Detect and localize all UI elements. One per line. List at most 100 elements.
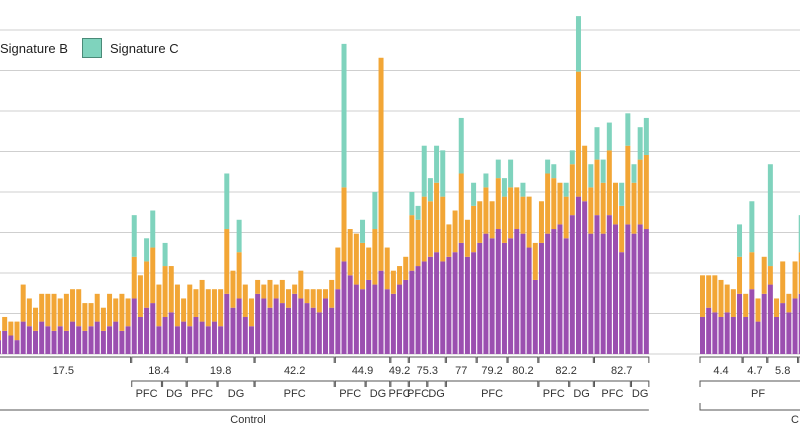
bar-segment-signature-b xyxy=(409,215,415,271)
bar-segment-signature-b xyxy=(440,196,446,262)
bar-segment-signature-c xyxy=(594,127,600,160)
bar-segment-signature-a xyxy=(298,298,304,354)
subgroup-value-label: 49.2 xyxy=(389,365,410,377)
bar-segment-signature-a xyxy=(409,270,415,354)
region-label: DG xyxy=(428,388,445,400)
bar-segment-signature-b xyxy=(0,330,1,341)
bar-segment-signature-a xyxy=(292,293,298,354)
region-bracket xyxy=(162,380,187,387)
subgroup-bracket xyxy=(507,356,539,363)
subgroup-bracket xyxy=(408,356,446,363)
bar-segment-signature-a xyxy=(643,229,649,354)
bar-segment-signature-b xyxy=(737,256,743,294)
bar-segment-signature-b xyxy=(637,159,643,225)
bar-segment-signature-b xyxy=(248,298,254,327)
bar-segment-signature-c xyxy=(341,43,347,188)
bar-segment-signature-c xyxy=(508,159,514,188)
bar-segment-signature-a xyxy=(440,261,446,354)
bar-segment-signature-a xyxy=(551,229,557,354)
subgroup-bracket xyxy=(476,356,508,363)
bar-segment-signature-b xyxy=(45,293,51,327)
region-bracket xyxy=(365,380,391,387)
bar-segment-signature-a xyxy=(569,215,575,354)
bar-segment-signature-a xyxy=(94,321,100,354)
bar-segment-signature-b xyxy=(551,178,557,230)
subgroup-value-label: 4.7 xyxy=(747,365,762,377)
bar-segment-signature-a xyxy=(20,321,26,354)
legend-swatch-signature-c xyxy=(81,38,102,58)
bar-segment-signature-a xyxy=(144,307,150,354)
bar-segment-signature-b xyxy=(181,298,187,322)
bar-segment-signature-b xyxy=(563,196,569,239)
bar-segment-signature-a xyxy=(737,293,743,354)
bar-segment-signature-b xyxy=(520,196,526,234)
subgroup-value-label: 4.4 xyxy=(713,365,728,377)
bar-segment-signature-b xyxy=(403,256,409,280)
region-label: DG xyxy=(228,388,245,400)
bar-segment-signature-c xyxy=(501,178,507,197)
bar-segment-signature-b xyxy=(125,298,131,327)
bar-segment-signature-a xyxy=(26,326,32,354)
region-label: PFC xyxy=(389,388,411,400)
bar-segment-signature-a xyxy=(39,321,45,354)
bar-segment-signature-a xyxy=(107,326,113,354)
bar-segment-signature-b xyxy=(255,279,261,294)
bar-segment-signature-a xyxy=(384,289,390,354)
subgroup-bracket xyxy=(699,356,743,363)
bar-segment-signature-a xyxy=(477,242,483,354)
bar-segment-signature-b xyxy=(39,293,45,322)
bar-segment-signature-b xyxy=(323,289,329,299)
bar-segment-signature-a xyxy=(119,330,125,354)
bar-segment-signature-b xyxy=(174,284,180,327)
bar-segment-signature-a xyxy=(792,298,798,354)
bar-segment-signature-a xyxy=(218,326,224,354)
bar-segment-signature-a xyxy=(341,261,347,354)
bar-segment-signature-a xyxy=(45,326,51,354)
bar-segment-signature-a xyxy=(755,321,761,354)
bar-segment-signature-c xyxy=(545,159,551,174)
legend-item-signature-c: Signature C xyxy=(81,38,179,58)
bar-segment-signature-a xyxy=(761,293,767,354)
bar-segment-signature-b xyxy=(378,57,384,271)
bar-segment-signature-c xyxy=(409,192,415,216)
bar-segment-signature-b xyxy=(575,71,581,197)
bar-segment-signature-c xyxy=(144,238,150,262)
bar-segment-signature-b xyxy=(304,289,310,304)
region-bracket xyxy=(631,380,650,387)
bar-segment-signature-a xyxy=(187,326,193,354)
region-label: PFC xyxy=(481,388,503,400)
bar-segment-signature-b xyxy=(187,284,193,327)
bar-segment-signature-a xyxy=(162,316,168,354)
bar-segment-signature-b xyxy=(211,289,217,322)
bar-segment-signature-a xyxy=(360,289,366,354)
bar-segment-signature-b xyxy=(557,182,563,225)
bar-segment-signature-a xyxy=(205,326,211,354)
bar-segment-signature-a xyxy=(501,242,507,354)
region-label: DG xyxy=(370,388,387,400)
region-label: DG xyxy=(573,388,590,400)
bar-segment-signature-b xyxy=(347,229,353,276)
bar-segment-signature-b xyxy=(119,293,125,331)
subgroup-bracket xyxy=(445,356,477,363)
bar-segment-signature-b xyxy=(545,173,551,234)
condition-label: C xyxy=(791,414,799,426)
bar-segment-signature-b xyxy=(341,187,347,262)
bar-segment-signature-b xyxy=(718,279,724,317)
bar-segment-signature-b xyxy=(316,289,322,313)
bar-segment-signature-b xyxy=(329,279,335,308)
region-label: PFC xyxy=(543,388,565,400)
bar-segment-signature-b xyxy=(384,247,390,290)
bar-segment-signature-c xyxy=(631,164,637,183)
bar-segment-signature-b xyxy=(51,293,57,331)
bar-segment-signature-b xyxy=(88,303,94,327)
bar-segment-signature-c xyxy=(520,182,526,197)
bar-segment-signature-a xyxy=(51,330,57,354)
bar-segment-signature-a xyxy=(310,307,316,354)
bar-segment-signature-c xyxy=(625,113,631,146)
bar-segment-signature-b xyxy=(20,284,26,322)
bar-segment-signature-a xyxy=(14,340,20,354)
bar-segment-signature-a xyxy=(236,298,242,354)
bar-segment-signature-a xyxy=(526,247,532,354)
bar-segment-signature-b xyxy=(26,298,32,327)
region-bracket xyxy=(217,380,255,387)
